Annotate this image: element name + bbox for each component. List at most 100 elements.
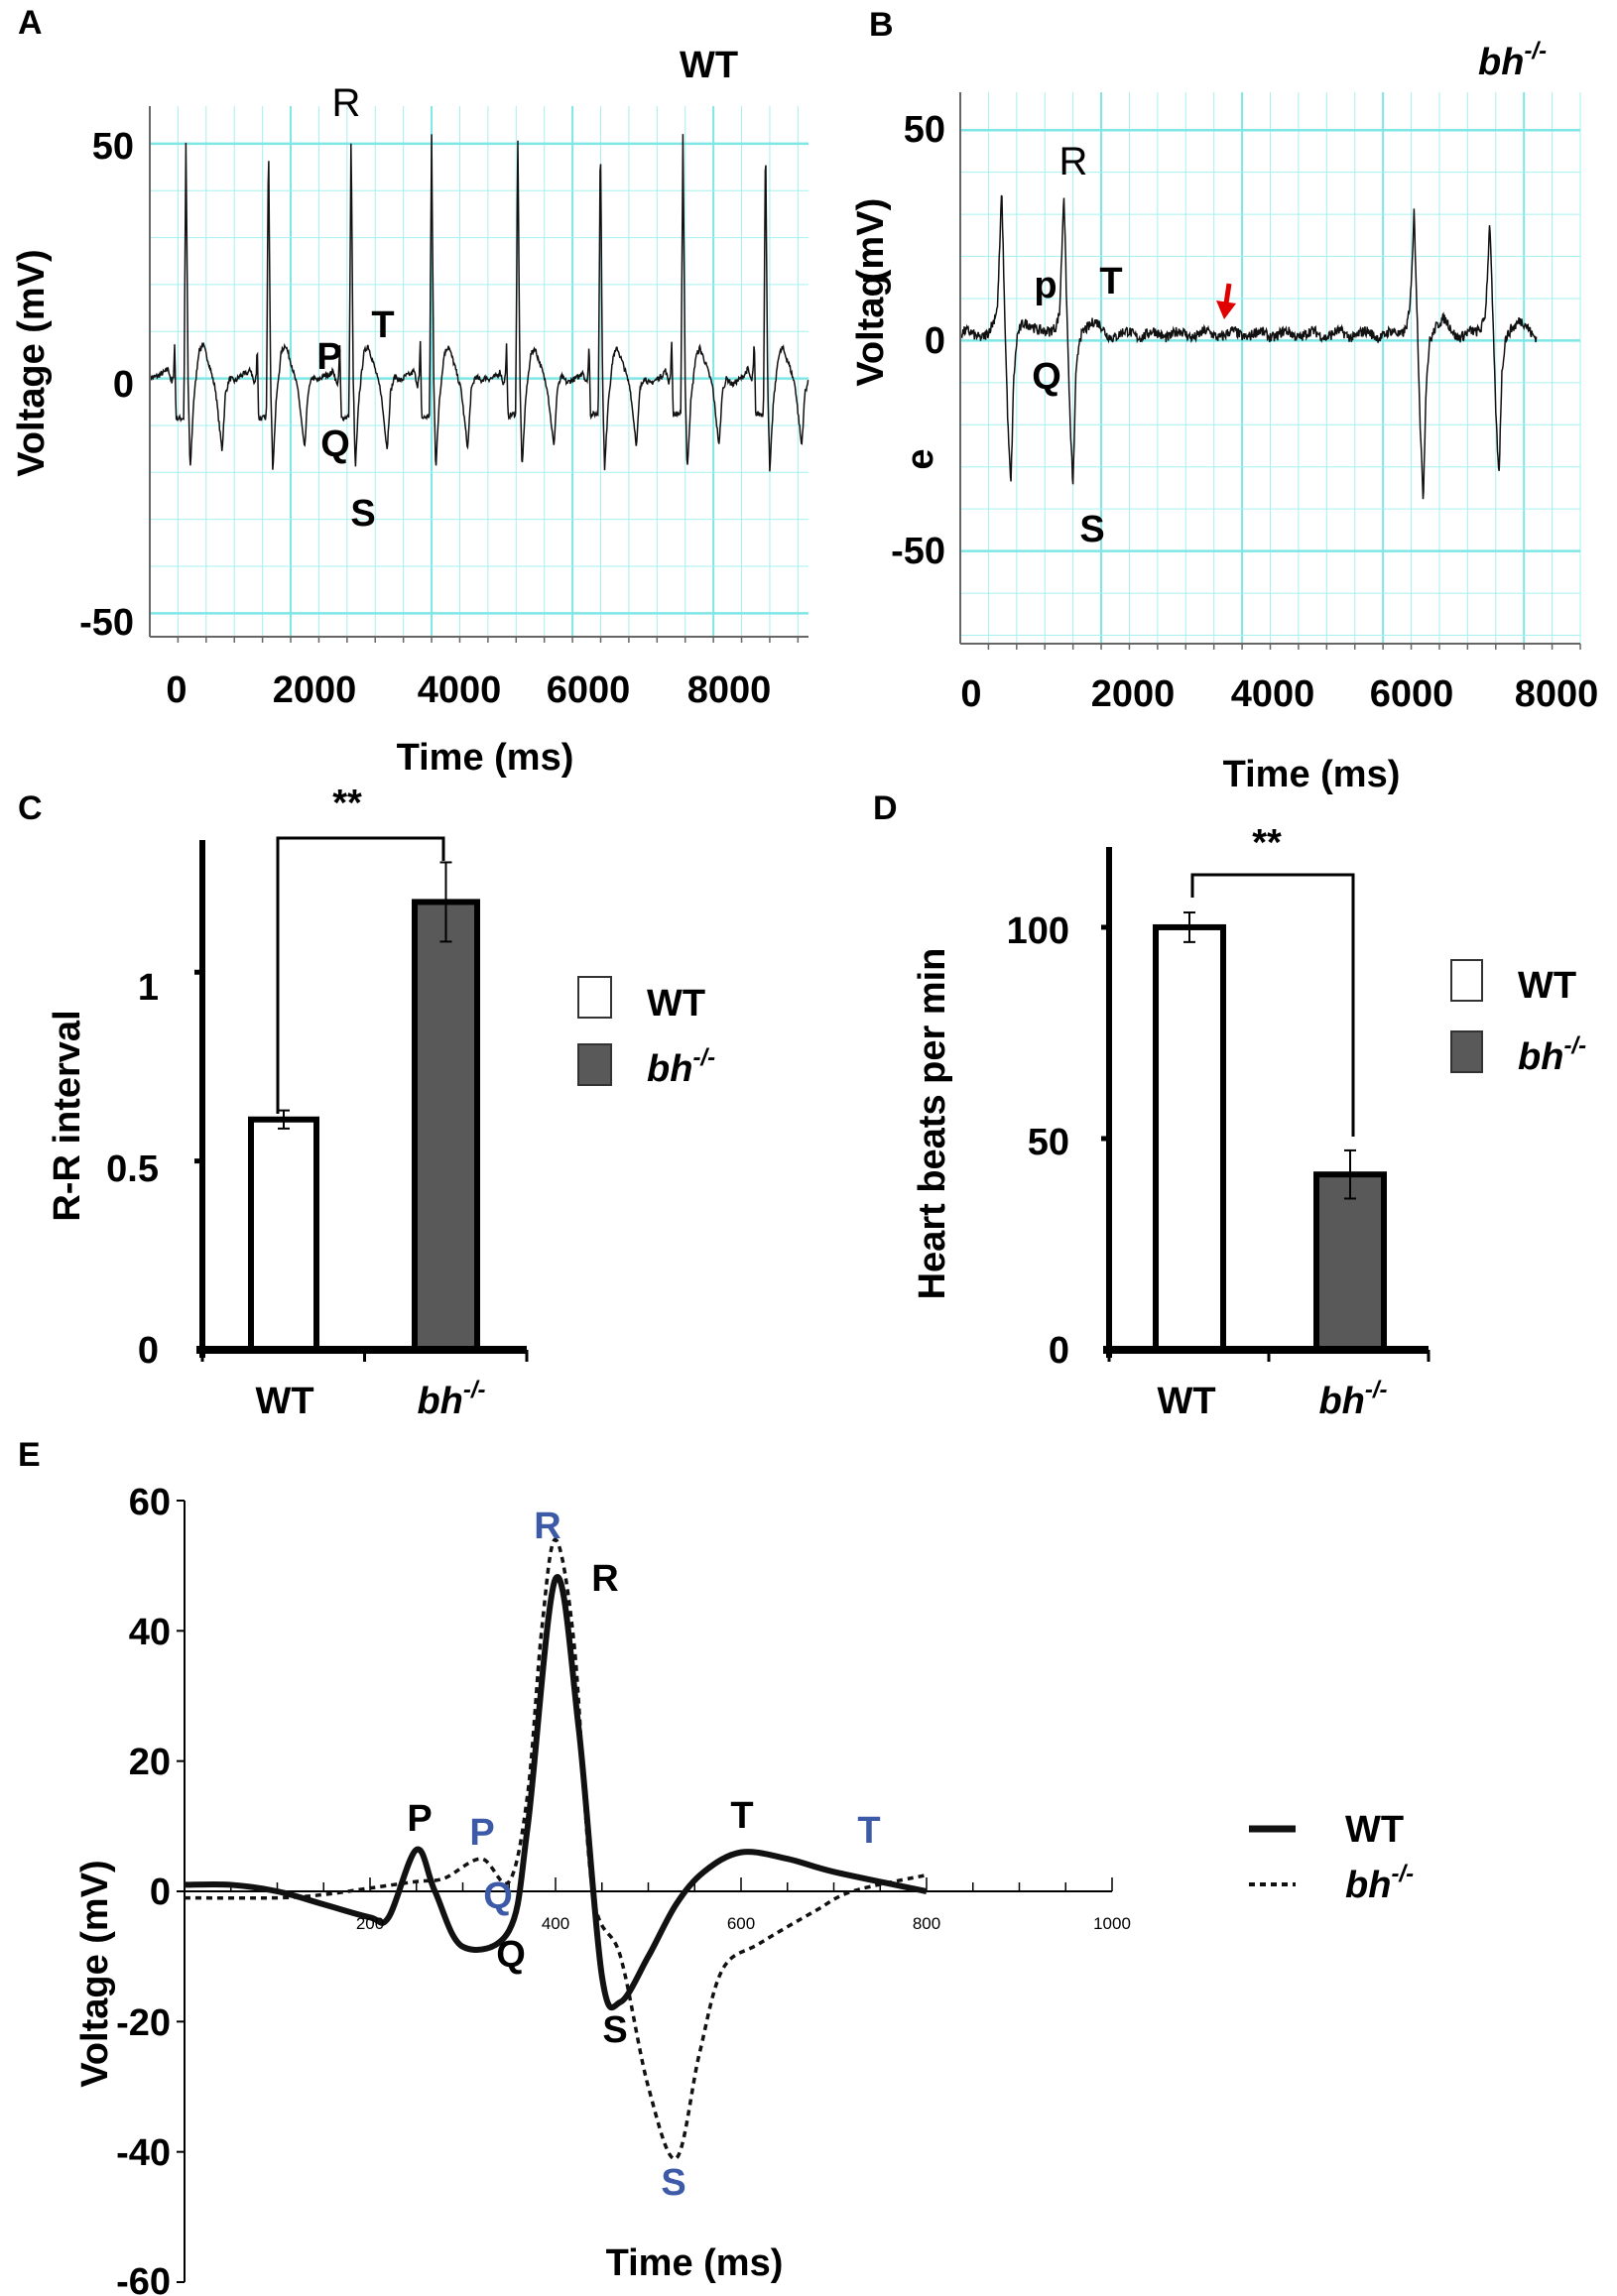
annotation-wt-p: P xyxy=(407,1798,432,1840)
x-tick-d-bh: bh-/- xyxy=(1318,1377,1387,1422)
x-tick-c-bh: bh-/- xyxy=(417,1377,485,1422)
annotation-wt-t: T xyxy=(730,1795,753,1837)
annotation-s: S xyxy=(1079,509,1104,550)
y-tick-e: 40 xyxy=(129,1612,171,1653)
legend-label-wt: WT xyxy=(1518,965,1576,1007)
x-tick-c-wt: WT xyxy=(255,1381,313,1422)
y-tick-e: -60 xyxy=(116,2261,171,2296)
annotation-p: p xyxy=(1034,265,1057,306)
legend-swatch-bh xyxy=(1450,1030,1483,1073)
bar-bh xyxy=(412,899,480,1353)
ecg-trace-wt xyxy=(149,134,809,472)
grid-b xyxy=(960,92,1581,650)
y-axis-label-e: Voltage (mV) xyxy=(74,1860,116,2087)
y-axis-label-b-part3: e xyxy=(900,448,941,469)
title-b: bh-/- xyxy=(1478,38,1547,83)
x-tick-a: 0 xyxy=(166,669,187,711)
red-arrow-icon xyxy=(1216,283,1236,319)
panel-label-e: E xyxy=(18,1436,41,1474)
annotation-bh-p: P xyxy=(469,1812,494,1854)
x-tick-a: 4000 xyxy=(418,669,502,711)
significance-c: ** xyxy=(332,783,362,824)
y-tick-e: 60 xyxy=(129,1482,171,1523)
x-tick-a: 6000 xyxy=(547,669,631,711)
annotation-s: S xyxy=(350,493,375,535)
series-line-wt xyxy=(184,1574,928,2011)
annotation-q: Q xyxy=(320,423,350,465)
x-tick-a: 8000 xyxy=(687,669,772,711)
legend-label-wt: WT xyxy=(1345,1809,1404,1851)
annotation-p: P xyxy=(316,336,341,378)
x-tick-d-wt: WT xyxy=(1157,1381,1215,1422)
y-tick-b-neg50: -50 xyxy=(891,531,945,572)
annotation-wt-r: R xyxy=(591,1558,618,1600)
x-tick-b: 4000 xyxy=(1231,673,1315,715)
annotation-wt-s: S xyxy=(602,2009,627,2051)
annotation-bh-q: Q xyxy=(483,1875,513,1917)
x-tick-a: 2000 xyxy=(273,669,357,711)
legend-bh-text: bh xyxy=(647,1048,692,1090)
x-tick-e: 800 xyxy=(913,1914,940,1933)
annotation-bh-t: T xyxy=(857,1810,880,1852)
title-b-text: bh xyxy=(1478,42,1524,83)
legend-label-bh: bh-/- xyxy=(1345,1861,1414,1906)
panel-a-ecg-wt xyxy=(149,106,809,643)
y-tick-a-neg50: -50 xyxy=(79,602,134,644)
y-axis-label-d: Heart beats per min xyxy=(912,948,953,1300)
x-tick-d-bh-sup: -/- xyxy=(1365,1377,1388,1403)
y-axis-label-b-part2: (mV) xyxy=(850,198,892,282)
y-tick-e: 0 xyxy=(150,1872,171,1913)
significance-bracket xyxy=(1190,873,1355,1137)
panel-label-a: A xyxy=(18,4,43,42)
annotation-r: R xyxy=(332,81,361,125)
y-tick-e: -20 xyxy=(116,2002,171,2044)
legend-swatch-wt xyxy=(577,976,612,1019)
legend-bh-text: bh xyxy=(1345,1865,1391,1906)
x-axis-label-a: Time (ms) xyxy=(397,737,574,779)
x-tick-b: 6000 xyxy=(1370,673,1454,715)
bar-wt xyxy=(1153,923,1226,1353)
title-a: WT xyxy=(680,45,738,86)
bar-wt xyxy=(248,1116,319,1354)
y-axis-label-c: R-R interval xyxy=(47,1010,88,1221)
y-tick-c-05: 0.5 xyxy=(106,1148,159,1190)
annotation-t: T xyxy=(371,304,394,346)
y-axis-label-a: Voltage (mV) xyxy=(11,249,53,476)
legend-bh-sup: -/- xyxy=(692,1044,715,1071)
legend-e: WT bh-/- xyxy=(1249,1809,1414,1906)
x-tick-c-bh-text: bh xyxy=(417,1381,462,1422)
x-tick-b: 2000 xyxy=(1091,673,1176,715)
y-tick-a-0: 0 xyxy=(113,364,134,406)
x-tick-d-bh-text: bh xyxy=(1318,1381,1364,1422)
legend-c: WT bh-/- xyxy=(577,976,715,1090)
panel-label-d: D xyxy=(873,789,898,827)
legend-bh-sup: -/- xyxy=(1563,1032,1586,1059)
y-tick-c-1: 1 xyxy=(138,967,159,1009)
legend-bh-sup: -/- xyxy=(1391,1861,1414,1887)
y-tick-d-50: 50 xyxy=(1028,1122,1069,1163)
y-tick-c-0: 0 xyxy=(138,1330,159,1372)
x-ticks-e: 200 400 600 800 1000 xyxy=(356,1914,1131,1933)
significance-bracket xyxy=(276,836,445,1114)
x-axis-label-e: Time (ms) xyxy=(606,2242,784,2284)
y-tick-b-50: 50 xyxy=(904,109,945,151)
series-line-bh xyxy=(184,1537,928,2161)
annotation-bh-s: S xyxy=(661,2162,685,2204)
y-tick-d-100: 100 xyxy=(1007,910,1069,952)
panel-d-heart-rate xyxy=(1101,847,1430,1362)
panel-e-average-ecg xyxy=(177,1500,1113,2283)
y-tick-a-50: 50 xyxy=(92,126,134,168)
x-tick-e: 1000 xyxy=(1093,1914,1131,1933)
x-ticks-a: 0 2000 4000 6000 8000 xyxy=(166,669,771,711)
y-ticks-e: 60 40 20 0 -20 -40 -60 xyxy=(116,1482,171,2296)
legend-swatch-bh xyxy=(577,1043,612,1086)
title-b-sup: -/- xyxy=(1524,38,1547,64)
panel-c-rr-interval xyxy=(194,836,529,1362)
y-tick-e: -40 xyxy=(116,2132,171,2174)
bar-bh xyxy=(1313,1171,1387,1354)
legend-swatch-wt xyxy=(1450,959,1483,1002)
legend-bh-text: bh xyxy=(1518,1036,1563,1078)
y-tick-e: 20 xyxy=(129,1742,171,1783)
x-tick-e: 200 xyxy=(356,1914,384,1933)
